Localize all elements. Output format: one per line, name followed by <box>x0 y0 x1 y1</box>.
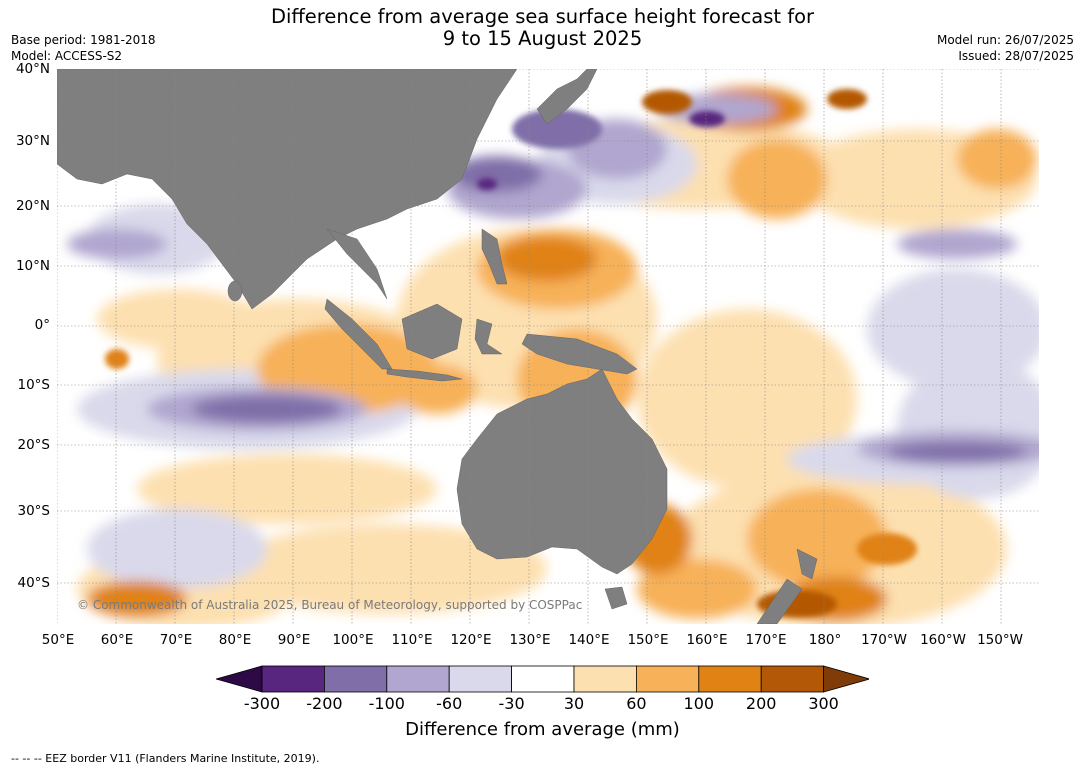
land-masses <box>57 69 818 624</box>
lat-label: 30°S <box>17 503 51 519</box>
sea-surface-height-map: © Commonwealth of Australia 2025, Bureau… <box>57 69 1039 624</box>
lon-label: 160°W <box>920 632 966 648</box>
borneo <box>401 303 463 360</box>
colorbar <box>216 665 869 693</box>
new-zealand-south <box>756 578 803 624</box>
colorbar-extend-high <box>823 665 869 693</box>
lat-label: 40°N <box>15 61 50 77</box>
japan <box>536 69 598 125</box>
lon-label: 70°E <box>159 632 193 648</box>
lon-label: 170°W <box>861 632 907 648</box>
lat-label: 40°S <box>17 575 51 591</box>
model-name: Model: ACCESS-S2 <box>11 49 123 63</box>
colorbar-segment <box>511 665 575 693</box>
title-line-2: 9 to 15 August 2025 <box>442 27 643 50</box>
philippines <box>481 228 508 285</box>
colorbar-segment <box>324 665 388 693</box>
tasmania <box>604 586 628 610</box>
sumatra <box>324 298 393 370</box>
colorbar-segment <box>261 665 325 693</box>
lon-label: 150°E <box>627 632 669 648</box>
base-period: Base period: 1981-2018 <box>11 33 156 47</box>
lon-label: 120°E <box>450 632 492 648</box>
lon-label: 80°E <box>218 632 252 648</box>
asia-mainland <box>57 69 518 310</box>
model-run: Model run: 26/07/2025 <box>936 33 1074 47</box>
meta-left: Base period: 1981-2018 Model: ACCESS-S2 <box>11 32 156 64</box>
colorbar-tick-label: 300 <box>808 694 839 713</box>
lon-label: 160°E <box>686 632 728 648</box>
lon-label: 100°E <box>332 632 374 648</box>
graticule <box>57 69 1039 624</box>
colorbar-title: Difference from average (mm) <box>405 719 680 740</box>
lon-label: 90°E <box>277 632 311 648</box>
lon-label: 140°E <box>568 632 610 648</box>
colorbar-tick-label: -200 <box>306 694 343 713</box>
colorbar-segment <box>448 665 512 693</box>
java <box>386 368 463 382</box>
colorbar-tick-label: 60 <box>626 694 647 713</box>
lon-label: 180° <box>808 632 842 648</box>
lon-label: 110°E <box>391 632 433 648</box>
sulawesi <box>474 318 503 355</box>
indochina <box>326 228 388 300</box>
lon-label: 60°E <box>100 632 134 648</box>
lon-label: 150°W <box>977 632 1023 648</box>
colorbar-tick-label: -300 <box>243 694 281 713</box>
copyright-notice: © Commonwealth of Australia 2025, Bureau… <box>77 598 582 612</box>
title-line-1: Difference from average sea surface heig… <box>270 5 815 28</box>
issued-date: Issued: 28/07/2025 <box>958 49 1074 63</box>
new-guinea <box>521 333 638 375</box>
colorbar-tick-label: 100 <box>683 694 715 713</box>
colorbar-segments <box>216 665 869 693</box>
colorbar-extend-low <box>216 665 263 693</box>
eez-footnote: -- -- -- EEZ border V11 (Flanders Marine… <box>11 752 320 765</box>
map-title: Difference from average sea surface heig… <box>0 6 1085 50</box>
meta-right: Model run: 26/07/2025 Issued: 28/07/2025 <box>937 32 1074 64</box>
lat-label: 20°N <box>15 198 50 214</box>
lon-label: 170°E <box>745 632 787 648</box>
lat-label: 0° <box>34 317 50 333</box>
colorbar-segment <box>635 665 700 693</box>
colorbar-segment <box>386 665 450 693</box>
colorbar-segment <box>760 665 825 693</box>
colorbar-tick-label: 200 <box>745 694 777 713</box>
colorbar-tick-label: -30 <box>498 694 525 713</box>
colorbar-tick-label: -60 <box>436 694 463 713</box>
lat-label: 30°N <box>15 133 50 149</box>
colorbar-tick-label: -100 <box>368 694 405 713</box>
new-zealand-north <box>796 548 818 580</box>
sri-lanka <box>227 280 243 302</box>
colorbar-tick-label: 30 <box>563 694 585 713</box>
lat-label: 10°S <box>17 377 51 393</box>
colorbar-segment <box>698 665 762 693</box>
lat-label: 10°N <box>15 258 50 274</box>
lat-label: 20°S <box>17 437 51 453</box>
lon-label: 50°E <box>41 632 75 648</box>
lon-label: 130°E <box>509 632 551 648</box>
colorbar-segment <box>573 665 637 693</box>
australia <box>456 368 668 575</box>
